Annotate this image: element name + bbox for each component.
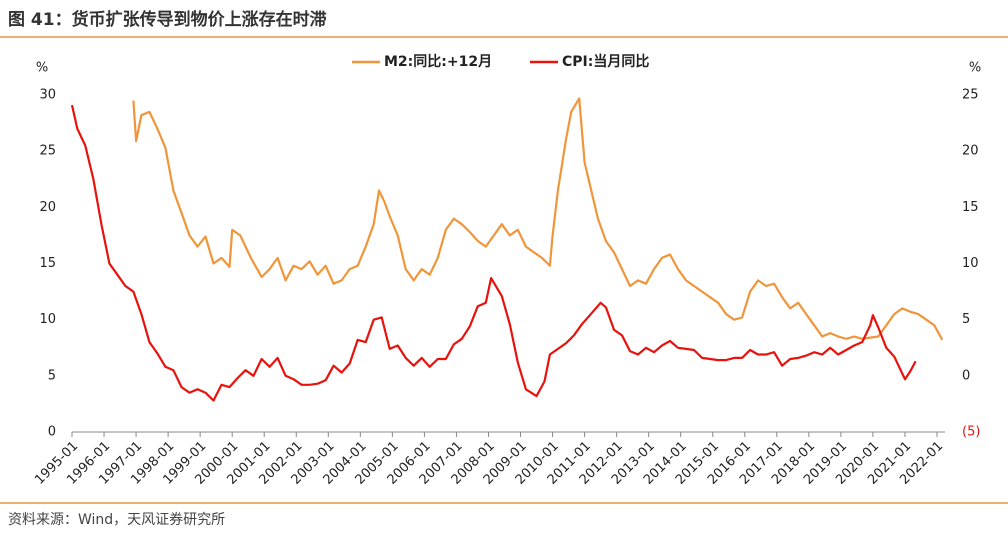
y-tick-label: 5 (48, 368, 56, 383)
y2-tick-label: 10 (962, 256, 979, 271)
source: 资料来源：Wind，天风证券研究所 (8, 512, 225, 528)
chart-title: 图 41：货币扩张传导到物价上涨存在时滞 (8, 9, 327, 30)
y2-tick-label: 25 (962, 88, 979, 103)
legend-label: M2:同比:+12月 (384, 53, 492, 70)
y2-tick-label: 15 (962, 200, 979, 215)
y2-tick-label: 5 (962, 312, 970, 327)
y-tick-label: 15 (39, 256, 56, 271)
y-tick-label: 0 (48, 425, 56, 440)
y-tick-label: 10 (39, 312, 56, 327)
y-tick-label: 20 (39, 200, 56, 215)
y2-tick-label: 0 (962, 368, 970, 383)
y2-tick-label: 20 (962, 144, 979, 159)
line-series (132, 97, 944, 341)
y-tick-label: 25 (39, 144, 56, 159)
y2-tick-label: (5) (962, 425, 980, 440)
y2-unit: % (969, 61, 981, 76)
y-tick-label: 30 (39, 88, 56, 103)
line-series (70, 104, 917, 402)
y-unit: % (36, 61, 48, 76)
legend-label: CPI:当月同比 (562, 53, 649, 70)
